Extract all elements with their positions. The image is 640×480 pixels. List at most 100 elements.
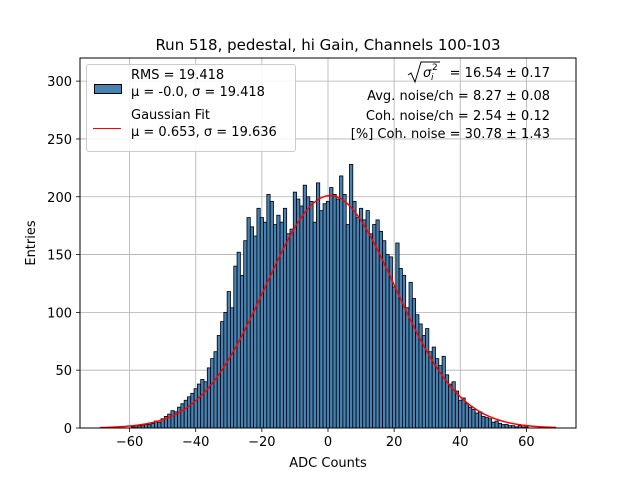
- histogram-bar: [461, 397, 466, 429]
- histogram-bar: [471, 409, 476, 429]
- y-axis-label: Entries: [24, 220, 39, 266]
- histogram-bar: [289, 228, 294, 429]
- histogram-bar: [187, 396, 192, 429]
- histogram-bar: [395, 242, 400, 429]
- histogram-bar: [200, 379, 205, 429]
- histogram-bar: [497, 422, 503, 429]
- sigma-sqrt-symbol: σ i 2: [407, 61, 440, 84]
- histogram-bar: [286, 233, 291, 429]
- legend: RMS = 19.418 μ = -0.0, σ = 19.418 Gaussi…: [86, 64, 296, 152]
- histogram-bar: [481, 416, 486, 429]
- histogram-bar: [378, 231, 383, 429]
- histogram-bar: [382, 240, 387, 429]
- histogram-bar: [441, 355, 446, 429]
- x-axis-label: ADC Counts: [289, 456, 367, 471]
- y-tick-label: 150: [47, 249, 72, 264]
- histogram-bar: [249, 226, 255, 429]
- histogram-bar: [180, 403, 185, 429]
- y-tick-label: 200: [47, 191, 72, 206]
- histogram-bar: [243, 240, 248, 429]
- histogram-bar: [401, 274, 407, 429]
- histogram-bar: [213, 351, 218, 429]
- chart-title: Run 518, pedestal, hi Gain, Channels 100…: [155, 36, 500, 54]
- histogram-bar: [302, 184, 307, 429]
- histogram-bar: [319, 210, 324, 429]
- histogram-bar: [325, 200, 331, 429]
- x-tick-label: −60: [116, 435, 143, 450]
- histogram-bar: [342, 194, 347, 429]
- histogram-bar: [411, 298, 417, 429]
- histogram-bar: [256, 207, 261, 429]
- histogram-bar: [368, 233, 374, 429]
- x-tick-label: −20: [248, 435, 275, 450]
- histogram-bar: [487, 418, 493, 429]
- histogram-bar: [349, 163, 354, 429]
- histogram-legend-swatch: [94, 84, 122, 94]
- x-tick-label: 20: [386, 435, 403, 450]
- histogram-bar: [223, 311, 228, 429]
- legend-histogram-name: RMS = 19.418: [131, 68, 225, 83]
- y-tick-label: 50: [55, 364, 72, 379]
- histogram-bar: [428, 351, 433, 429]
- histogram-bar: [210, 358, 215, 429]
- histogram-bar: [332, 194, 337, 429]
- x-tick-label: 60: [518, 435, 535, 450]
- histogram-bar: [339, 175, 344, 429]
- histogram-bars: [130, 163, 529, 429]
- histogram-bar: [282, 207, 288, 429]
- histogram-bar: [206, 367, 212, 429]
- histogram-bar: [491, 421, 496, 429]
- histogram-bar: [484, 417, 489, 429]
- coh-percent-annotation: [%] Coh. noise = 30.78 ± 1.43: [350, 127, 550, 142]
- histogram-bar: [190, 392, 195, 429]
- histogram-bar: [345, 224, 350, 429]
- sigma-annotation: = 16.54 ± 0.17: [449, 66, 550, 81]
- histogram-bar: [392, 286, 397, 429]
- histogram-bar: [362, 219, 367, 429]
- histogram-bar: [170, 410, 175, 429]
- legend-fit-name: Gaussian Fit: [131, 108, 211, 123]
- histogram-bar: [269, 200, 274, 429]
- y-tick-label: 300: [47, 75, 72, 90]
- histogram-bar: [405, 307, 410, 429]
- histogram-bar: [398, 268, 403, 429]
- histogram-bar: [259, 217, 264, 429]
- histogram-bar: [454, 390, 460, 429]
- histogram-bar: [388, 256, 393, 429]
- histogram-bar: [266, 194, 271, 429]
- histogram-bar: [230, 307, 235, 429]
- histogram-bar: [365, 210, 370, 429]
- legend-histogram-stats: μ = -0.0, σ = 19.418: [131, 85, 265, 100]
- legend-fit-stats: μ = 0.653, σ = 19.636: [131, 125, 277, 140]
- histogram-bar: [322, 203, 327, 429]
- histogram-bar: [335, 198, 340, 429]
- histogram-bar: [177, 406, 182, 429]
- histogram-bar: [216, 335, 221, 429]
- histogram-bar: [312, 221, 317, 429]
- histogram-bar: [316, 182, 321, 429]
- svg-text:2: 2: [432, 63, 438, 73]
- histogram-bar: [359, 207, 364, 429]
- histogram-bar: [144, 424, 149, 429]
- histogram-bar: [448, 383, 453, 429]
- histogram-bar: [464, 403, 469, 429]
- histogram-bar: [372, 224, 377, 429]
- histogram-bar: [193, 388, 198, 429]
- histogram-bar: [474, 412, 479, 429]
- svg-text:σ: σ: [423, 66, 432, 81]
- histogram-bar: [468, 406, 473, 429]
- histogram-bar: [425, 328, 430, 429]
- histogram-bar: [196, 383, 202, 429]
- histogram-bar: [157, 421, 162, 429]
- histogram-bar: [296, 198, 301, 429]
- histogram-bar: [299, 205, 304, 429]
- coh-noise-annotation: Coh. noise/ch = 2.54 ± 0.12: [365, 109, 550, 124]
- histogram-bar: [263, 221, 268, 429]
- histogram-bar: [478, 411, 483, 429]
- fit-legend-swatch: [93, 128, 121, 129]
- svg-text:i: i: [431, 73, 434, 83]
- x-tick-label: 0: [324, 435, 332, 450]
- y-tick-label: 100: [47, 306, 72, 321]
- histogram-bar: [494, 420, 499, 429]
